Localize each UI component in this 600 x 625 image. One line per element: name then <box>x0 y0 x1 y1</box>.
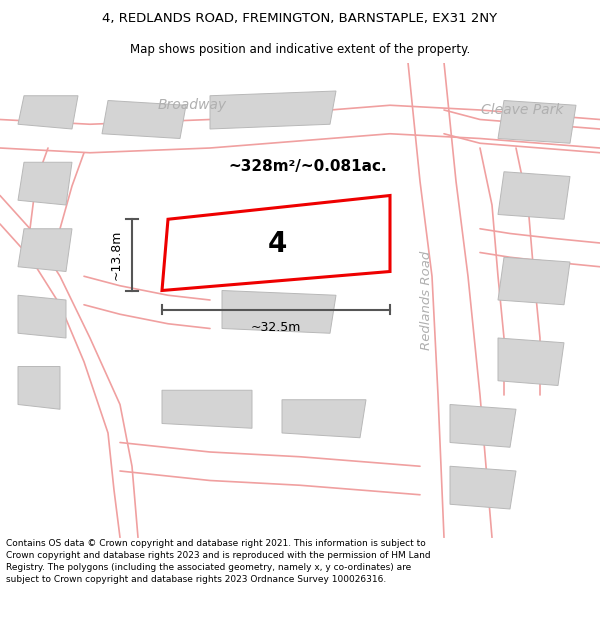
Text: ~13.8m: ~13.8m <box>110 229 123 280</box>
Text: Broadway: Broadway <box>157 98 227 112</box>
Polygon shape <box>18 162 72 205</box>
Text: Map shows position and indicative extent of the property.: Map shows position and indicative extent… <box>130 44 470 56</box>
Polygon shape <box>222 219 342 267</box>
Text: 4, REDLANDS ROAD, FREMINGTON, BARNSTAPLE, EX31 2NY: 4, REDLANDS ROAD, FREMINGTON, BARNSTAPLE… <box>103 12 497 25</box>
Polygon shape <box>498 258 570 305</box>
Polygon shape <box>18 96 78 129</box>
Text: Redlands Road: Redlands Road <box>419 251 433 349</box>
Polygon shape <box>162 196 390 291</box>
Polygon shape <box>18 366 60 409</box>
Polygon shape <box>450 404 516 448</box>
Text: Cleave Park: Cleave Park <box>481 103 563 117</box>
Text: 4: 4 <box>268 230 287 258</box>
Text: ~328m²/~0.081ac.: ~328m²/~0.081ac. <box>228 159 386 174</box>
Polygon shape <box>102 101 186 139</box>
Polygon shape <box>498 172 570 219</box>
Polygon shape <box>222 291 336 333</box>
Polygon shape <box>498 101 576 143</box>
Polygon shape <box>498 338 564 386</box>
Text: ~32.5m: ~32.5m <box>251 321 301 334</box>
Polygon shape <box>18 295 66 338</box>
Polygon shape <box>162 390 252 428</box>
Text: Contains OS data © Crown copyright and database right 2021. This information is : Contains OS data © Crown copyright and d… <box>6 539 431 584</box>
Polygon shape <box>18 229 72 271</box>
Polygon shape <box>450 466 516 509</box>
Polygon shape <box>282 400 366 437</box>
Polygon shape <box>210 91 336 129</box>
